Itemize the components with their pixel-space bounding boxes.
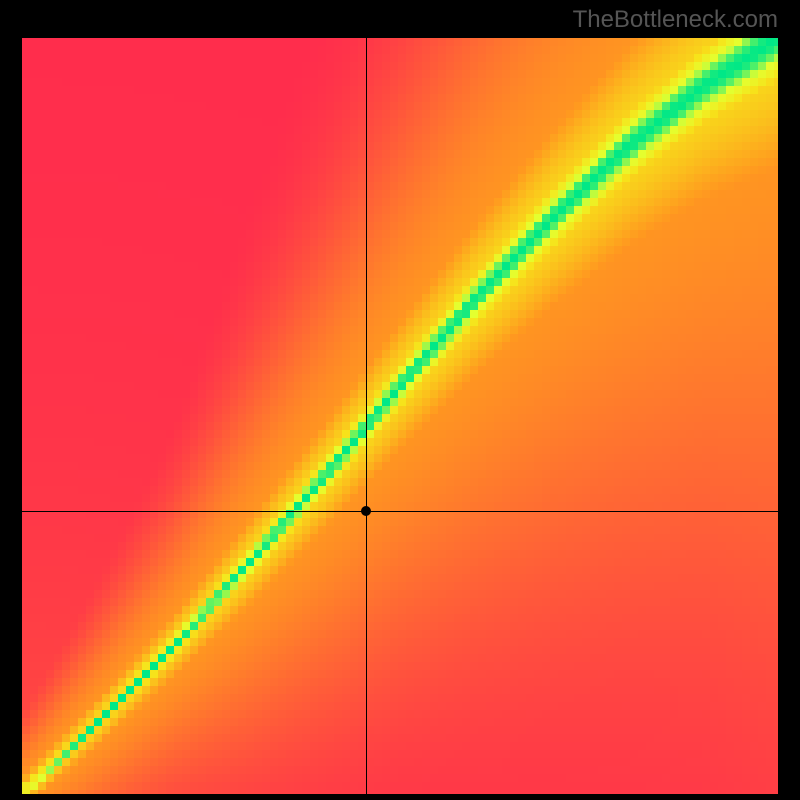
attribution-label: TheBottleneck.com xyxy=(573,6,778,34)
chart-container: { "attribution": "TheBottleneck.com", "a… xyxy=(0,0,800,800)
heatmap-plot xyxy=(22,38,778,794)
heatmap-canvas xyxy=(22,38,778,794)
crosshair-horizontal xyxy=(22,511,778,512)
crosshair-vertical xyxy=(366,38,367,794)
crosshair-marker xyxy=(361,506,371,516)
